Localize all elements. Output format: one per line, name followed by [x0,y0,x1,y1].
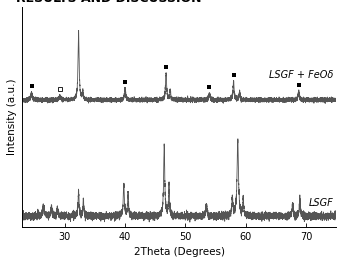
Y-axis label: Intensity (a.u.): Intensity (a.u.) [7,79,17,155]
Text: LSGF + FeOδ: LSGF + FeOδ [269,69,333,79]
Text: LSGF: LSGF [308,199,333,208]
X-axis label: 2Theta (Degrees): 2Theta (Degrees) [134,247,225,257]
Text: RESULTS AND DISCUSSION: RESULTS AND DISCUSSION [16,0,202,5]
